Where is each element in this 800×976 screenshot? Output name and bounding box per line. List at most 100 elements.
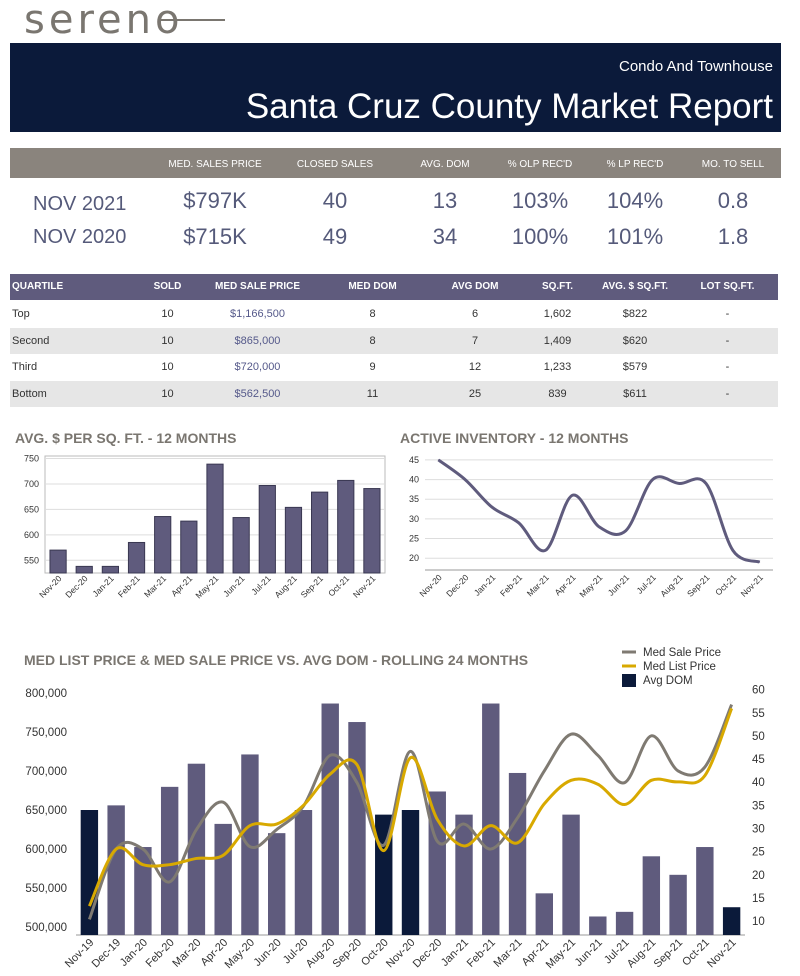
report-header: Condo And Townhouse Santa Cruz County Ma…	[10, 43, 781, 132]
rolling-combo-chart: 500,000 550,000 600,000 650,000 700,000 750,0…	[25, 647, 765, 971]
stats-value: 49	[322, 224, 348, 249]
quartile-col-header: QUARTILE	[12, 281, 64, 292]
x-tick-label: May-21	[193, 573, 220, 600]
table-cell: 1,602	[543, 308, 572, 320]
quartile-col-header: MED SALE PRICE	[214, 281, 300, 292]
bar	[508, 772, 527, 935]
bar	[49, 549, 67, 574]
y-tick-label: 750	[24, 454, 39, 464]
stats-value: $797K	[183, 188, 247, 213]
y-right-tick-label: 10	[752, 916, 765, 928]
table-cell: $562,500	[234, 387, 281, 400]
x-tick-label: Nov-20	[37, 573, 64, 600]
stats-col-header: % LP REC'D	[606, 159, 664, 170]
legend-label: Med Sale Price	[643, 647, 721, 659]
bar	[160, 786, 179, 935]
x-tick-label: Jun-20	[252, 937, 284, 969]
table-cell: Bottom	[12, 387, 47, 400]
x-tick-label: May-21	[544, 937, 578, 971]
x-tick-label: Feb-20	[144, 937, 177, 970]
bar	[134, 847, 152, 935]
table-row: Bottom 10 $562,500 11 25 839 $611 -	[10, 380, 778, 407]
table-cell: $822	[622, 308, 648, 320]
quartile-col-header: SOLD	[153, 281, 182, 292]
inventory-line-chart: 20 25 30 35 40 45 Nov-20 Dec-20 Jan-21 Feb-21 Mar-…	[409, 455, 773, 599]
y-right-tick-label: 35	[752, 800, 765, 812]
y-tick-label: 550	[24, 555, 39, 565]
quartile-col-header: LOT SQ.FT.	[700, 281, 755, 292]
data-point	[678, 483, 680, 485]
stats-col-header: MED. SALES PRICE	[168, 159, 262, 170]
bar	[75, 565, 93, 574]
quartile-header: QUARTILE SOLD MED SALE PRICE MED DOM AVG…	[10, 274, 778, 300]
x-tick-label: Mar-21	[525, 572, 551, 598]
table-cell: 25	[468, 387, 482, 400]
x-tick-label: Aug-21	[658, 572, 685, 599]
bar	[284, 506, 303, 574]
series-line	[437, 458, 761, 564]
bar	[348, 722, 366, 935]
stats-value: 34	[432, 224, 458, 249]
bar	[562, 814, 580, 935]
bar	[455, 814, 473, 935]
table-cell: 10	[161, 308, 174, 320]
x-tick-label: Nov-21	[739, 572, 766, 599]
x-tick-label: Dec-20	[63, 573, 90, 600]
stats-header: MED. SALES PRICE CLOSED SALES AVG. DOM %…	[10, 148, 781, 178]
legend-swatch	[622, 674, 636, 687]
rolling-chart-title: MED LIST PRICE & MED SALE PRICE VS. AVG …	[24, 652, 529, 668]
bar	[589, 916, 607, 935]
quartile-col-header: AVG DOM	[451, 281, 499, 292]
table-cell: 1,409	[543, 334, 572, 347]
stats-col-header: CLOSED SALES	[296, 159, 374, 170]
legend-label: Avg DOM	[643, 675, 693, 687]
data-point	[598, 526, 600, 528]
bar	[258, 485, 276, 574]
y-right-tick-label: 55	[752, 708, 765, 720]
stats-value: 40	[322, 188, 348, 213]
table-cell: 12	[468, 361, 482, 373]
table-cell: 9	[369, 361, 376, 373]
table-cell: -	[725, 308, 730, 320]
table-cell: 8	[369, 308, 376, 320]
x-tick-label: Jun-21	[606, 572, 632, 598]
y-right-tick-label: 25	[752, 847, 765, 859]
y-right-tick-label: 30	[752, 824, 765, 836]
y-right-tick-label: 20	[752, 870, 765, 882]
stats-value: $715K	[183, 224, 247, 249]
x-tick-label: Jan-21	[90, 573, 116, 599]
stats-value: 13	[432, 188, 458, 213]
x-tick-label: Jan-21	[472, 572, 498, 598]
stats-col-header: AVG. DOM	[420, 159, 470, 170]
x-tick-label: Sep-21	[299, 573, 326, 600]
bar	[232, 517, 250, 574]
table-row: Second 10 $865,000 8 7 1,409 $620 -	[10, 327, 778, 354]
bar	[669, 874, 687, 935]
bar	[101, 565, 119, 574]
x-tick-label: Jul-21	[635, 572, 659, 596]
table-cell: Top	[12, 308, 30, 320]
bar	[187, 763, 206, 935]
y-tick-label: 45	[409, 455, 419, 465]
table-cell: $611	[623, 387, 647, 400]
x-tick-label: Sep-20	[331, 937, 365, 971]
table-cell: $1,166,500	[229, 308, 286, 320]
series-line	[88, 707, 734, 907]
bar	[482, 703, 500, 935]
y-right-tick-label: 50	[752, 731, 765, 743]
bar	[180, 520, 198, 574]
data-point	[437, 459, 439, 461]
data-point	[571, 494, 573, 496]
stats-value: 100%	[511, 224, 569, 249]
bar	[268, 833, 286, 935]
y-tick-label: 600	[24, 530, 39, 540]
bar	[428, 791, 446, 935]
data-point	[518, 522, 520, 524]
table-cell: $620	[622, 334, 648, 347]
stats-row-label: NOV 2021	[33, 193, 127, 215]
table-cell: 6	[471, 308, 479, 320]
bar	[107, 805, 125, 935]
y-right-tick-label: 60	[752, 685, 765, 697]
quartile-col-header: AVG. $ SQ.FT.	[602, 281, 668, 292]
